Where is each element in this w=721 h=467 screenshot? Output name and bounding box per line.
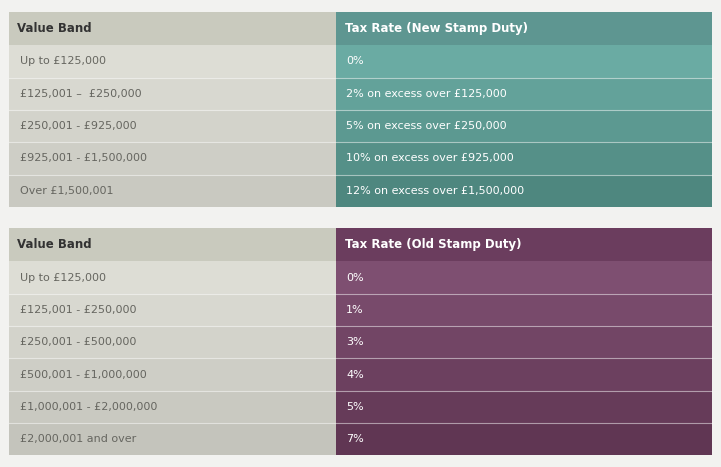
Text: 1%: 1%: [346, 305, 363, 315]
Text: 2% on excess over £125,000: 2% on excess over £125,000: [346, 89, 507, 99]
Bar: [9, 391, 336, 423]
Bar: [336, 294, 712, 326]
Bar: [336, 358, 712, 391]
Text: 3%: 3%: [346, 337, 363, 347]
Text: £2,000,001 and over: £2,000,001 and over: [20, 434, 136, 444]
Text: £125,001 - £250,000: £125,001 - £250,000: [20, 305, 137, 315]
Bar: [336, 110, 712, 142]
Text: Value Band: Value Band: [17, 238, 92, 251]
Bar: [336, 262, 712, 294]
Bar: [9, 175, 336, 207]
Bar: [336, 78, 712, 110]
Text: Up to £125,000: Up to £125,000: [20, 273, 106, 283]
Bar: [336, 142, 712, 175]
Text: 5%: 5%: [346, 402, 363, 412]
Bar: [336, 175, 712, 207]
Text: 4%: 4%: [346, 369, 363, 380]
Bar: [9, 358, 336, 391]
Bar: [336, 423, 712, 455]
Text: £250,001 - £500,000: £250,001 - £500,000: [20, 337, 136, 347]
Text: £500,001 - £1,000,000: £500,001 - £1,000,000: [20, 369, 147, 380]
Bar: [9, 78, 336, 110]
Text: Tax Rate (New Stamp Duty): Tax Rate (New Stamp Duty): [345, 22, 528, 35]
Text: £1,000,001 - £2,000,000: £1,000,001 - £2,000,000: [20, 402, 158, 412]
Text: Value Band: Value Band: [17, 22, 92, 35]
Bar: [9, 110, 336, 142]
Bar: [336, 12, 712, 45]
Bar: [336, 326, 712, 358]
Text: Over £1,500,001: Over £1,500,001: [20, 186, 114, 196]
Text: Tax Rate (Old Stamp Duty): Tax Rate (Old Stamp Duty): [345, 238, 521, 251]
Bar: [9, 326, 336, 358]
Text: £925,001 - £1,500,000: £925,001 - £1,500,000: [20, 153, 147, 163]
Text: £125,001 –  £250,000: £125,001 – £250,000: [20, 89, 142, 99]
Text: 10% on excess over £925,000: 10% on excess over £925,000: [346, 153, 514, 163]
Text: Up to £125,000: Up to £125,000: [20, 57, 106, 66]
Text: 0%: 0%: [346, 57, 363, 66]
Bar: [336, 228, 712, 262]
Bar: [9, 142, 336, 175]
Text: 7%: 7%: [346, 434, 363, 444]
Bar: [9, 45, 336, 78]
Text: 12% on excess over £1,500,000: 12% on excess over £1,500,000: [346, 186, 524, 196]
Bar: [336, 45, 712, 78]
Bar: [336, 391, 712, 423]
Bar: [9, 12, 336, 45]
Bar: [9, 228, 336, 262]
Bar: [9, 262, 336, 294]
Text: 5% on excess over £250,000: 5% on excess over £250,000: [346, 121, 507, 131]
Text: £250,001 - £925,000: £250,001 - £925,000: [20, 121, 137, 131]
Text: 0%: 0%: [346, 273, 363, 283]
Bar: [9, 294, 336, 326]
Bar: [9, 423, 336, 455]
